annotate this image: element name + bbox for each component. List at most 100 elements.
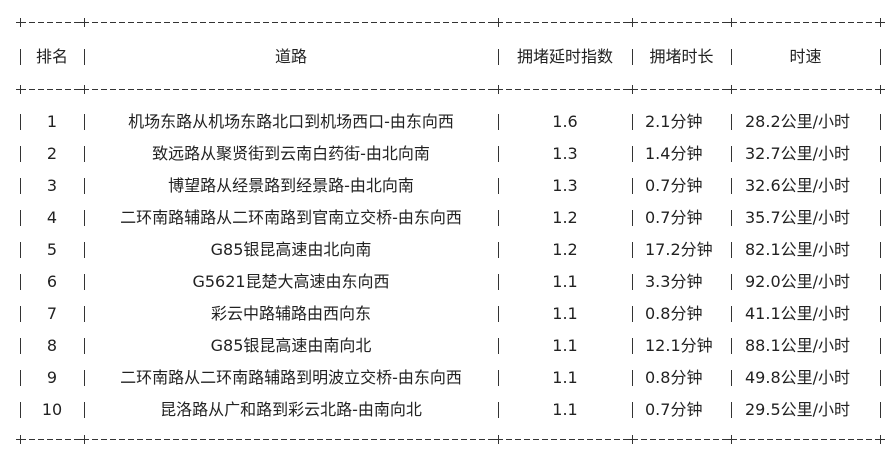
index-cell: 1.1 [552, 400, 578, 419]
index-cell: 1.1 [552, 368, 578, 387]
header-rank: 排名 [35, 47, 68, 66]
column-separator [84, 306, 85, 322]
column-separator [880, 306, 881, 322]
table-row: 2 致远路从聚贤街到云南白药街-由北向南 1.3 1.4分钟 32.7公里/小时 [0, 142, 896, 166]
road-cell: 二环南路辅路从二环南路到官南立交桥-由东向西 [120, 208, 462, 227]
border-corner [494, 435, 503, 444]
rank-cell: 10 [41, 400, 63, 419]
column-separator [880, 210, 881, 226]
duration-cell: 3.3分钟 [645, 272, 703, 291]
border-corner [727, 18, 736, 27]
column-separator [498, 306, 499, 322]
column-separator [84, 178, 85, 194]
header-duration: 拥堵时长 [649, 47, 714, 66]
column-separator [20, 338, 21, 354]
column-separator [84, 146, 85, 162]
column-separator [731, 370, 732, 386]
table-border-line [20, 22, 880, 23]
column-separator [731, 49, 732, 65]
road-cell: G85银昆高速由南向北 [210, 336, 372, 355]
speed-cell: 49.8公里/小时 [745, 368, 851, 387]
road-cell: 博望路从经景路到经景路-由北向南 [168, 176, 414, 195]
column-separator [84, 274, 85, 290]
index-cell: 1.2 [552, 208, 578, 227]
column-separator [20, 242, 21, 258]
column-separator [20, 49, 21, 65]
column-separator [880, 114, 881, 130]
duration-cell: 12.1分钟 [645, 336, 713, 355]
border-corner [80, 18, 89, 27]
index-cell: 1.1 [552, 304, 578, 323]
column-separator [731, 338, 732, 354]
table-row: 6 G5621昆楚大高速由东向西 1.1 3.3分钟 92.0公里/小时 [0, 270, 896, 294]
border-corner [876, 435, 885, 444]
speed-cell: 32.7公里/小时 [745, 144, 851, 163]
column-separator [731, 402, 732, 418]
column-separator [498, 114, 499, 130]
column-separator [880, 242, 881, 258]
table-row: 5 G85银昆高速由北向南 1.2 17.2分钟 82.1公里/小时 [0, 238, 896, 262]
table-row: 3 博望路从经景路到经景路-由北向南 1.3 0.7分钟 32.6公里/小时 [0, 174, 896, 198]
border-corner [16, 435, 25, 444]
border-corner [494, 85, 503, 94]
header-row: 排名 道路 拥堵延时指数 拥堵时长 时速 [0, 45, 896, 69]
rank-cell: 9 [46, 368, 58, 387]
road-cell: 昆洛路从广和路到彩云北路-由南向北 [160, 400, 422, 419]
column-separator [632, 146, 633, 162]
duration-cell: 0.7分钟 [645, 400, 703, 419]
column-separator [632, 370, 633, 386]
border-corner [16, 18, 25, 27]
column-separator [20, 306, 21, 322]
border-corner [727, 85, 736, 94]
column-separator [84, 370, 85, 386]
index-cell: 1.6 [552, 112, 578, 131]
column-separator [880, 146, 881, 162]
column-separator [20, 146, 21, 162]
column-separator [498, 370, 499, 386]
road-cell: 彩云中路辅路由西向东 [210, 304, 371, 323]
table-row: 10 昆洛路从广和路到彩云北路-由南向北 1.1 0.7分钟 29.5公里/小时 [0, 398, 896, 422]
speed-cell: 32.6公里/小时 [745, 176, 851, 195]
table-border-line [20, 439, 880, 440]
column-separator [731, 178, 732, 194]
column-separator [498, 338, 499, 354]
speed-cell: 88.1公里/小时 [745, 336, 851, 355]
column-separator [880, 49, 881, 65]
column-separator [20, 274, 21, 290]
rank-cell: 4 [46, 208, 58, 227]
column-separator [498, 402, 499, 418]
index-cell: 1.3 [552, 176, 578, 195]
column-separator [498, 146, 499, 162]
speed-cell: 82.1公里/小时 [745, 240, 851, 259]
border-corner [494, 18, 503, 27]
speed-cell: 28.2公里/小时 [745, 112, 851, 131]
column-separator [632, 402, 633, 418]
road-cell: 二环南路从二环南路辅路到明波立交桥-由东向西 [120, 368, 462, 387]
duration-cell: 0.7分钟 [645, 208, 703, 227]
header-speed: 时速 [789, 47, 822, 66]
column-separator [84, 402, 85, 418]
column-separator [731, 146, 732, 162]
index-cell: 1.1 [552, 336, 578, 355]
column-separator [880, 402, 881, 418]
speed-cell: 29.5公里/小时 [745, 400, 851, 419]
duration-cell: 17.2分钟 [645, 240, 713, 259]
speed-cell: 92.0公里/小时 [745, 272, 851, 291]
column-separator [498, 49, 499, 65]
column-separator [20, 114, 21, 130]
column-separator [880, 370, 881, 386]
border-corner [628, 18, 637, 27]
column-separator [632, 114, 633, 130]
table-row: 8 G85银昆高速由南向北 1.1 12.1分钟 88.1公里/小时 [0, 334, 896, 358]
column-separator [731, 242, 732, 258]
column-separator [632, 178, 633, 194]
column-separator [632, 306, 633, 322]
column-separator [84, 210, 85, 226]
column-separator [880, 178, 881, 194]
header-road: 道路 [274, 47, 307, 66]
rank-cell: 2 [46, 144, 58, 163]
column-separator [498, 274, 499, 290]
index-cell: 1.2 [552, 240, 578, 259]
duration-cell: 0.7分钟 [645, 176, 703, 195]
column-separator [84, 114, 85, 130]
